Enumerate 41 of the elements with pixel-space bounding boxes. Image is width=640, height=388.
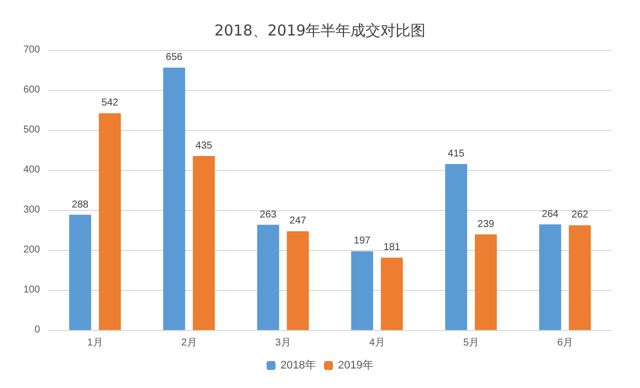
data-label: 435 (196, 140, 213, 152)
bar (351, 251, 374, 330)
bar (445, 164, 468, 330)
data-label: 264 (542, 208, 559, 220)
bar (286, 231, 309, 330)
x-tick-label: 2月 (181, 338, 197, 348)
x-tick-label: 5月 (463, 338, 479, 348)
bar (192, 156, 215, 330)
data-label: 656 (166, 52, 183, 64)
y-tick-label: 0 (34, 324, 40, 336)
data-label: 415 (448, 148, 465, 160)
y-tick-label: 100 (23, 284, 40, 296)
legend-label: 2018年 (280, 360, 316, 372)
y-tick-label: 300 (23, 204, 40, 216)
y-tick-label: 200 (23, 244, 40, 256)
y-tick-label: 700 (23, 44, 40, 56)
bar (163, 68, 186, 330)
bar (380, 258, 403, 330)
bar (474, 234, 497, 330)
chart-title: 2018、2019年半年成交对比图 (214, 22, 426, 40)
y-tick-label: 600 (23, 84, 40, 96)
x-tick-label: 4月 (369, 338, 385, 348)
legend-label: 2019年 (338, 360, 374, 372)
data-label: 197 (354, 236, 371, 247)
data-label: 262 (572, 210, 589, 221)
data-label: 181 (384, 242, 401, 254)
x-tick-label: 1月 (87, 338, 103, 348)
data-label: 239 (478, 218, 495, 230)
y-tick-label: 500 (23, 124, 40, 136)
x-tick-label: 6月 (557, 338, 573, 348)
x-tick-label: 3月 (275, 338, 291, 348)
data-label: 288 (72, 199, 89, 210)
bar (69, 214, 92, 330)
bar (257, 224, 280, 330)
bar (98, 113, 121, 330)
data-label: 542 (102, 98, 119, 109)
bar (568, 225, 591, 330)
data-label: 247 (290, 216, 307, 227)
y-tick-label: 400 (23, 164, 40, 176)
data-label: 263 (260, 209, 277, 220)
bar (539, 224, 562, 330)
